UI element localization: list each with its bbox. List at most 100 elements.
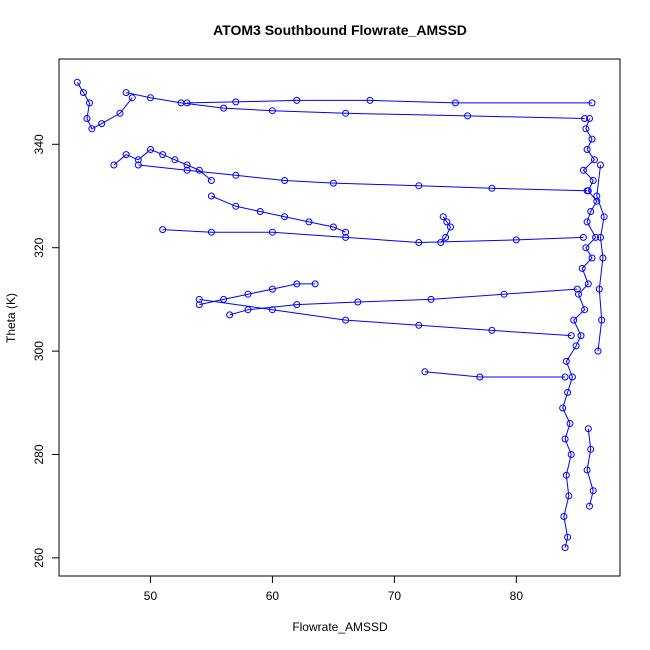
data-point (588, 135, 596, 143)
data-point (488, 326, 496, 334)
data-point (589, 177, 597, 184)
y-tick-label: 340 (32, 134, 46, 154)
data-point (579, 166, 587, 174)
data-point (564, 389, 572, 396)
x-tick-label: 60 (266, 589, 280, 603)
data-point (593, 197, 601, 205)
data-point (600, 213, 608, 221)
data-point (575, 290, 582, 298)
data-point (98, 120, 106, 128)
series-line (229, 288, 578, 316)
data-point (73, 78, 81, 86)
data-point (195, 166, 203, 174)
data-point (500, 290, 508, 298)
series-12 (195, 280, 319, 309)
y-axis-label: Theta (K) (4, 293, 18, 343)
chart-title: ATOM3 Southbound Flowrate_AMSSD (213, 22, 467, 38)
series-4 (134, 161, 591, 195)
series-11 (207, 192, 350, 236)
data-point (421, 368, 429, 376)
data-point (597, 161, 604, 169)
data-point (256, 208, 264, 215)
data-point (232, 171, 240, 179)
data-point (590, 156, 598, 164)
data-point (588, 99, 596, 107)
data-point (86, 99, 93, 107)
plot-frame (58, 58, 621, 577)
series-9 (73, 78, 136, 133)
data-point (442, 233, 450, 241)
data-point (134, 161, 142, 169)
data-point (207, 177, 215, 184)
data-point (415, 239, 423, 246)
data-point (583, 187, 591, 195)
data-point (439, 213, 447, 221)
series-line (113, 148, 212, 181)
data-point (159, 226, 167, 234)
data-point (586, 115, 593, 122)
series-line (562, 118, 598, 548)
data-point (584, 425, 592, 433)
data-point (588, 254, 596, 262)
plot-area (73, 78, 608, 552)
series-7 (195, 295, 575, 340)
series-13 (437, 213, 454, 246)
data-point (592, 233, 600, 241)
series-14 (593, 161, 608, 355)
data-point (443, 218, 451, 226)
data-point (587, 208, 595, 215)
series-line (586, 428, 594, 507)
data-point (559, 404, 567, 412)
data-point (584, 280, 592, 288)
y-tick-label: 280 (32, 444, 46, 464)
data-point (268, 285, 276, 293)
data-point (594, 347, 602, 355)
data-point (566, 420, 574, 427)
series-6 (226, 285, 581, 319)
data-point (183, 166, 191, 174)
data-point (232, 202, 240, 210)
data-point (281, 213, 289, 221)
x-tick-label: 80 (510, 589, 524, 603)
series-line (211, 195, 346, 233)
data-point (561, 435, 569, 443)
series-5 (159, 226, 587, 246)
data-point (311, 280, 319, 288)
data-point (562, 471, 570, 479)
data-point (581, 306, 589, 314)
series-1 (559, 115, 601, 552)
series-3 (183, 96, 596, 107)
data-point (110, 161, 118, 169)
data-point (159, 151, 167, 159)
data-point (476, 373, 484, 381)
data-point (207, 192, 215, 200)
series-line (440, 216, 452, 243)
data-point (447, 223, 454, 231)
data-point (226, 311, 234, 319)
data-point (354, 298, 362, 306)
data-point (598, 316, 606, 324)
series-15 (583, 425, 597, 510)
data-point (564, 533, 572, 541)
data-point (329, 223, 337, 231)
data-point (562, 357, 570, 365)
data-point (597, 233, 604, 241)
data-point (451, 99, 459, 107)
data-point (570, 316, 578, 324)
series-line (187, 99, 592, 104)
data-point (415, 182, 423, 190)
data-point (268, 107, 276, 115)
data-point (512, 236, 520, 244)
data-point (464, 112, 472, 120)
data-point (134, 156, 142, 164)
data-point (116, 109, 124, 117)
series-10 (110, 146, 215, 184)
data-point (122, 151, 130, 159)
data-point (305, 218, 313, 226)
data-point (587, 445, 595, 453)
data-point (581, 115, 589, 122)
y-axis: 260 280 300 320 340 (32, 134, 59, 568)
x-tick-label: 70 (388, 589, 402, 603)
data-point (195, 301, 203, 309)
y-tick-label: 320 (32, 237, 46, 257)
